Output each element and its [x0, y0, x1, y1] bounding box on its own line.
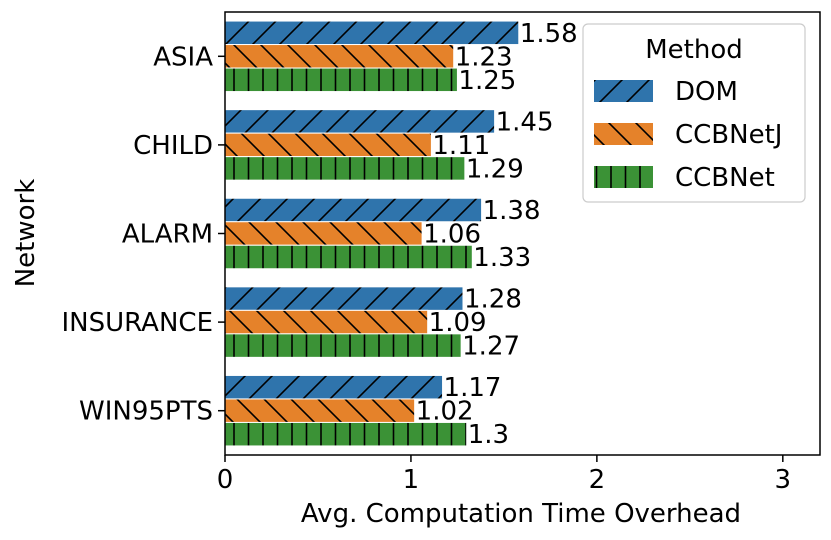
legend: Method DOM CCBNetJ CCBNet: [582, 23, 806, 203]
y-axis: ASIA CHILD ALARM INSURANCE WIN95PTS: [62, 42, 225, 427]
data-label: 1.06: [423, 220, 481, 250]
data-label: 1.45: [496, 107, 554, 137]
x-axis-title: Avg. Computation Time Overhead: [301, 499, 741, 529]
bar-dom-child: [224, 109, 496, 134]
y-tick-label: ASIA: [153, 42, 213, 72]
legend-swatch-ccbnetj: [594, 123, 653, 145]
bar-ccbnetj-child: [224, 132, 432, 158]
x-axis: 0 1 2 3: [217, 455, 791, 495]
bar-dom-asia: [224, 20, 520, 46]
legend-label-ccbnetj: CCBNetJ: [675, 120, 782, 150]
bar-ccbnet-insurance: [224, 333, 462, 358]
data-label: 1.25: [458, 66, 516, 96]
data-label: 1.02: [416, 397, 474, 427]
bar-dom-insurance: [224, 286, 464, 311]
data-label: 1.29: [466, 154, 524, 184]
data-label: 1.33: [473, 243, 531, 273]
data-label: 1.38: [483, 196, 541, 226]
bar-ccbnetj-insurance: [224, 309, 429, 335]
y-axis-title: Network: [11, 179, 41, 288]
bar-ccbnet-asia: [224, 67, 458, 93]
data-label: 1.58: [520, 19, 578, 49]
y-tick-label: WIN95PTS: [79, 397, 213, 427]
legend-title: Method: [645, 35, 743, 65]
data-label: 1.09: [429, 308, 487, 338]
data-label: 1.11: [432, 131, 490, 161]
legend-swatch-dom: [594, 80, 653, 102]
data-label: 1.3: [468, 420, 509, 450]
bar-ccbnetj-asia: [224, 44, 455, 69]
data-label: 1.27: [462, 332, 520, 362]
legend-label-dom: DOM: [675, 77, 738, 107]
y-tick-label: ALARM: [122, 220, 213, 250]
y-tick-label: CHILD: [133, 131, 213, 161]
x-tick-label: 2: [589, 465, 606, 495]
data-labels: 1.581.231.25 1.451.111.29 1.381.061.33 1.28…: [416, 19, 578, 450]
x-tick-label: 0: [217, 465, 234, 495]
legend-box: [582, 23, 806, 203]
bar-ccbnet-child: [224, 156, 466, 181]
bar-ccbnetj-win95pts: [224, 398, 416, 423]
bar-dom-win95pts: [224, 374, 444, 400]
x-tick-label: 3: [775, 465, 792, 495]
bar-dom-alarm: [224, 197, 483, 223]
legend-label-ccbnet: CCBNet: [675, 163, 775, 193]
x-tick-label: 1: [403, 465, 420, 495]
bar-ccbnetj-alarm: [224, 221, 423, 246]
data-label: 1.23: [455, 42, 513, 72]
y-tick-label: INSURANCE: [62, 308, 213, 338]
legend-swatch-ccbnet: [594, 166, 653, 188]
data-label: 1.28: [464, 285, 522, 315]
data-label: 1.17: [444, 373, 502, 403]
